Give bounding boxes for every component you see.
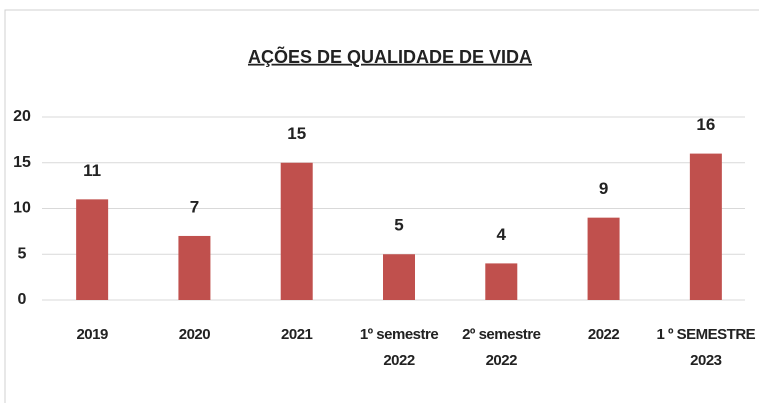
value-label: 11: [83, 161, 101, 180]
x-tick-label: 2020: [178, 326, 211, 343]
y-tick-label: 5: [18, 245, 27, 262]
x-tick-label: 1 º SEMESTRE 2023: [656, 326, 756, 369]
bar: [689, 153, 722, 300]
value-label: 7: [190, 197, 199, 216]
bar: [76, 199, 109, 300]
value-label: 16: [696, 115, 715, 134]
bar: [178, 235, 211, 300]
x-tick-label: 2º semestre 2022: [462, 326, 541, 369]
bar: [587, 217, 620, 300]
x-tick-label: 1º semestre 2022: [359, 326, 439, 369]
value-label: 4: [497, 225, 507, 244]
y-tick-label: 10: [13, 200, 31, 217]
value-label: 15: [287, 124, 306, 143]
y-tick-label: 15: [13, 154, 31, 171]
x-tick-label: 2021: [281, 326, 313, 343]
chart-border: [4, 9, 759, 403]
bar: [485, 263, 518, 300]
bar: [280, 162, 313, 300]
y-tick-label: 0: [18, 291, 27, 308]
value-label: 9: [599, 179, 608, 198]
chart-title: AÇÕES DE QUALIDADE DE VIDA: [248, 46, 532, 67]
value-label: 5: [394, 216, 403, 235]
y-tick-label: 20: [13, 108, 31, 125]
bar: [383, 254, 415, 300]
x-tick-label: 2019: [76, 326, 108, 343]
x-tick-label: 2022: [587, 326, 620, 343]
